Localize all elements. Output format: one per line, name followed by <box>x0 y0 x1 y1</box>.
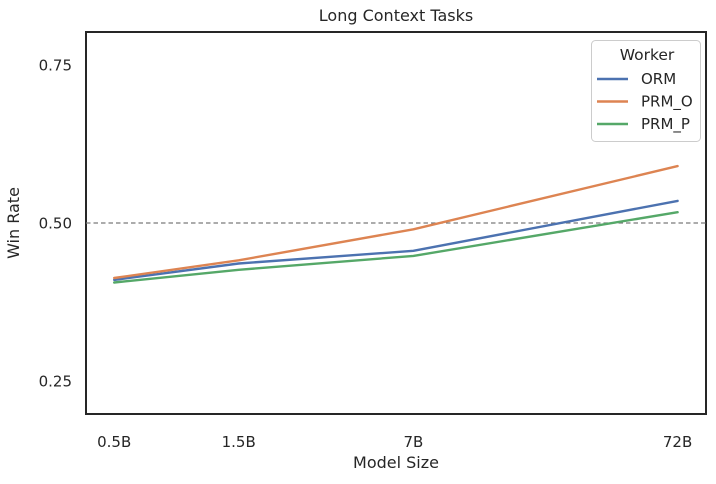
y-tick-label: 0.50 <box>39 215 72 233</box>
x-tick-label: 72B <box>663 433 692 451</box>
y-tick-label: 0.25 <box>39 373 72 391</box>
series-lines <box>112 164 679 284</box>
series-line-orm <box>112 199 679 282</box>
legend-label-prm-p: PRM_P <box>641 115 690 134</box>
chart-title: Long Context Tasks <box>319 6 473 25</box>
legend-label-prm-o: PRM_O <box>641 93 693 112</box>
legend: Worker ORM PRM_O PRM_P <box>591 40 701 142</box>
x-tick-labels: 0.5B 1.5B 7B 72B <box>97 433 692 451</box>
series-line-prm-o <box>112 164 679 280</box>
x-tick-label: 0.5B <box>97 433 131 451</box>
y-tick-label: 0.75 <box>39 56 72 74</box>
legend-label-orm: ORM <box>641 70 676 88</box>
x-axis-label: Model Size <box>353 453 439 472</box>
legend-title: Worker <box>620 46 675 64</box>
legend-box <box>591 40 701 142</box>
y-tick-labels: 0.25 0.50 0.75 <box>39 56 72 390</box>
x-tick-label: 7B <box>403 433 423 451</box>
y-axis-label: Win Rate <box>4 187 23 259</box>
x-tick-label: 1.5B <box>222 433 256 451</box>
series-line-prm-p <box>112 210 679 284</box>
